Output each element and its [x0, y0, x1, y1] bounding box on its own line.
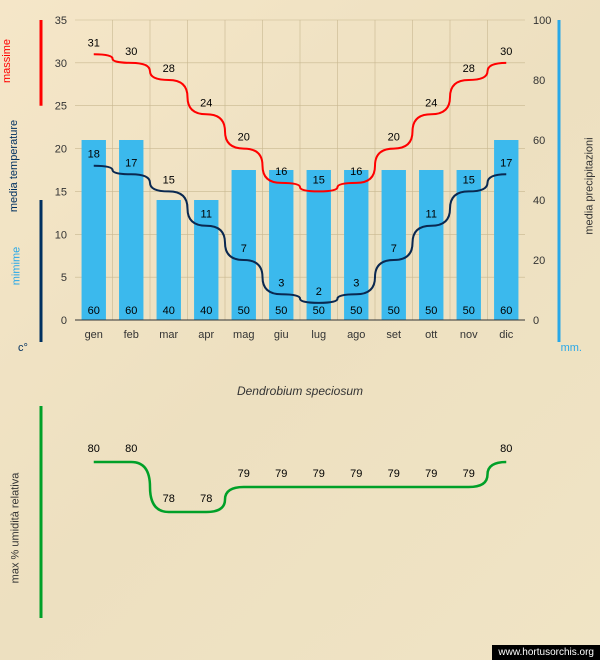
svg-text:80: 80 [88, 443, 100, 455]
svg-text:15: 15 [463, 174, 475, 186]
label-celsius: c° [18, 342, 28, 354]
svg-text:28: 28 [163, 63, 175, 75]
svg-text:18: 18 [88, 149, 100, 161]
svg-text:giu: giu [274, 329, 289, 341]
svg-text:11: 11 [201, 209, 212, 221]
svg-text:79: 79 [238, 468, 250, 480]
svg-text:24: 24 [425, 97, 437, 109]
svg-text:50: 50 [313, 305, 325, 317]
humidity-chart: 80 80 78 78 79 79 79 79 79 79 79 80 max % umidità r… [0, 402, 600, 642]
svg-text:30: 30 [500, 46, 512, 58]
svg-text:50: 50 [238, 305, 250, 317]
svg-text:30: 30 [55, 58, 67, 70]
svg-text:0: 0 [533, 315, 539, 327]
svg-text:35: 35 [55, 15, 67, 27]
svg-text:apr: apr [198, 329, 214, 341]
svg-text:50: 50 [350, 305, 362, 317]
svg-text:79: 79 [275, 468, 287, 480]
svg-text:ott: ott [425, 329, 437, 341]
svg-text:80: 80 [533, 75, 545, 87]
chart-caption: Dendrobium speciosum [0, 380, 600, 402]
svg-text:mar: mar [159, 329, 178, 341]
label-mm: mm. [561, 342, 582, 354]
svg-text:30: 30 [125, 46, 137, 58]
svg-text:31: 31 [88, 37, 100, 49]
svg-text:gen: gen [85, 329, 103, 341]
svg-text:50: 50 [425, 305, 437, 317]
svg-text:10: 10 [55, 229, 67, 241]
svg-text:20: 20 [55, 144, 67, 156]
bottom-chart-svg: 80 80 78 78 79 79 79 79 79 79 79 80 [0, 402, 600, 642]
svg-text:7: 7 [391, 243, 397, 255]
svg-text:3: 3 [278, 277, 284, 289]
svg-text:79: 79 [350, 468, 362, 480]
svg-text:mag: mag [233, 329, 254, 341]
svg-text:40: 40 [163, 305, 175, 317]
label-precip: media precipitazioni [583, 137, 595, 234]
svg-text:3: 3 [353, 277, 359, 289]
label-humidity: max % umidità relativa [9, 473, 21, 584]
svg-text:28: 28 [463, 63, 475, 75]
svg-text:79: 79 [425, 468, 437, 480]
svg-text:20: 20 [238, 132, 250, 144]
label-minime: mimime [10, 247, 22, 286]
svg-text:79: 79 [313, 468, 325, 480]
svg-text:100: 100 [533, 15, 551, 27]
svg-text:78: 78 [200, 493, 212, 505]
svg-text:2: 2 [316, 286, 322, 298]
svg-text:16: 16 [350, 166, 362, 178]
svg-text:set: set [386, 329, 401, 341]
climate-chart: 05101520253035020406080100genfebmaraprma… [0, 0, 600, 380]
svg-text:40: 40 [200, 305, 212, 317]
svg-text:50: 50 [275, 305, 287, 317]
svg-text:79: 79 [463, 468, 475, 480]
svg-text:0: 0 [61, 315, 67, 327]
svg-text:20: 20 [533, 255, 545, 267]
top-chart-svg: 05101520253035020406080100genfebmaraprma… [0, 0, 600, 380]
svg-text:20: 20 [388, 132, 400, 144]
svg-text:dic: dic [499, 329, 514, 341]
svg-text:80: 80 [500, 443, 512, 455]
svg-text:17: 17 [125, 157, 137, 169]
svg-text:60: 60 [125, 305, 137, 317]
svg-text:15: 15 [55, 186, 67, 198]
svg-text:lug: lug [311, 329, 326, 341]
svg-text:15: 15 [163, 174, 175, 186]
svg-text:15: 15 [313, 174, 325, 186]
svg-text:17: 17 [500, 157, 512, 169]
svg-text:feb: feb [124, 329, 139, 341]
footer-link[interactable]: www.hortusorchis.org [492, 645, 600, 660]
label-temperature: media temperature [8, 120, 20, 212]
svg-text:50: 50 [388, 305, 400, 317]
svg-text:11: 11 [426, 209, 437, 221]
svg-text:60: 60 [88, 305, 100, 317]
svg-text:24: 24 [200, 97, 212, 109]
svg-text:nov: nov [460, 329, 478, 341]
svg-text:79: 79 [388, 468, 400, 480]
svg-text:16: 16 [275, 166, 287, 178]
svg-text:60: 60 [500, 305, 512, 317]
svg-text:ago: ago [347, 329, 365, 341]
svg-text:5: 5 [61, 272, 67, 284]
svg-text:60: 60 [533, 135, 545, 147]
svg-text:25: 25 [55, 101, 67, 113]
svg-text:7: 7 [241, 243, 247, 255]
svg-text:78: 78 [163, 493, 175, 505]
svg-text:80: 80 [125, 443, 137, 455]
label-massime: massime [1, 39, 13, 83]
svg-text:40: 40 [533, 195, 545, 207]
svg-text:50: 50 [463, 305, 475, 317]
